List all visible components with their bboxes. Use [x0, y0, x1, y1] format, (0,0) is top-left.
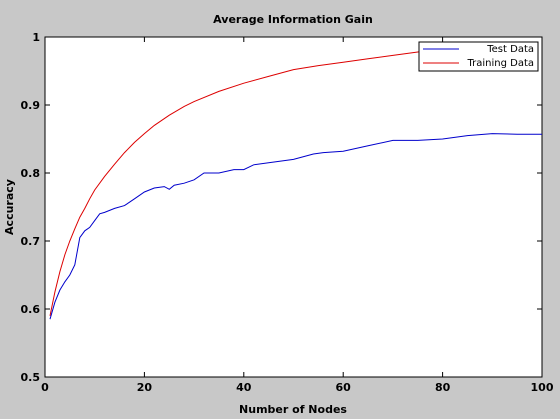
series-line-test-data — [49, 133, 542, 320]
x-axis-label: Number of Nodes — [239, 403, 347, 416]
x-tick-label: 100 — [531, 381, 554, 394]
legend-label-training-data: Training Data — [466, 58, 534, 69]
y-tick-label: 1 — [32, 31, 40, 44]
y-tick-label: 0.9 — [21, 99, 41, 112]
chart-title: Average Information Gain — [213, 13, 373, 26]
legend-label-test-data: Test Data — [486, 44, 534, 55]
axis-ticks: 0 20 40 60 80 100 0.5 0.6 0.7 0.8 0.9 1 — [21, 31, 554, 394]
plot-area — [44, 36, 543, 378]
series-layer — [49, 41, 542, 320]
legend: Test Data Training Data — [418, 41, 539, 72]
x-tick-label: 0 — [41, 381, 49, 394]
y-tick-label: 0.7 — [21, 235, 41, 248]
x-tick-label: 20 — [137, 381, 153, 394]
y-tick-label: 0.8 — [21, 167, 41, 180]
x-tick-label: 60 — [336, 381, 352, 394]
y-tick-label: 0.5 — [21, 371, 41, 384]
y-tick-label: 0.6 — [21, 303, 41, 316]
x-tick-label: 80 — [435, 381, 451, 394]
y-axis-label: Accuracy — [3, 179, 16, 235]
legend-box — [418, 41, 539, 72]
series-line-training-data — [49, 41, 503, 316]
x-tick-label: 40 — [236, 381, 252, 394]
